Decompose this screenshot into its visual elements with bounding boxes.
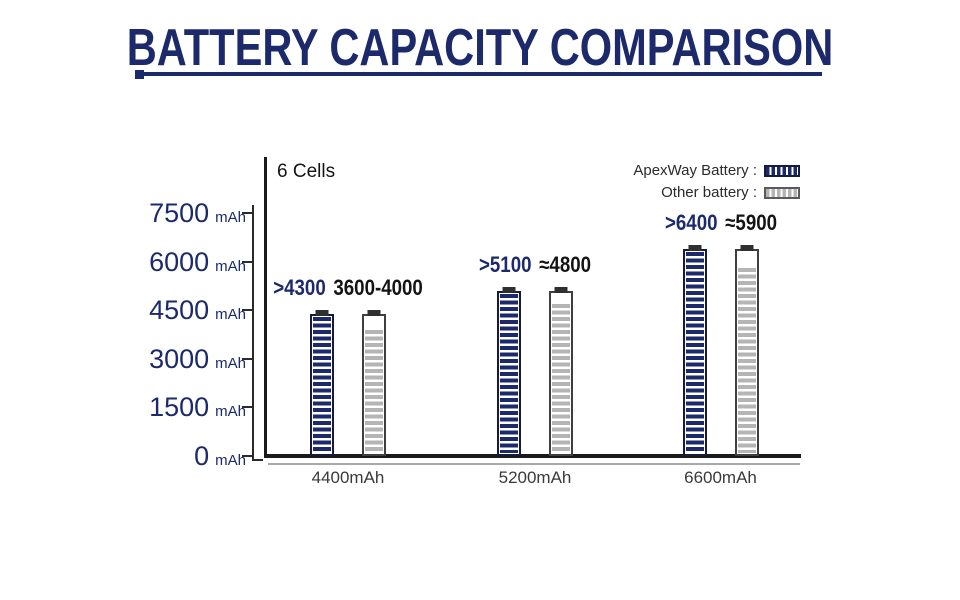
x-category-label: 4400mAh	[311, 468, 385, 487]
bar-annotation: >5100 ≈4800	[479, 252, 591, 278]
battery-bar-apexway	[497, 287, 521, 456]
battery-fill	[365, 329, 383, 453]
legend: ApexWay Battery : Other battery :	[633, 162, 800, 201]
battery-fill	[552, 303, 570, 453]
legend-row-other: Other battery :	[661, 184, 800, 201]
annotation-other-value: 3600-4000	[333, 274, 423, 300]
title-underline	[138, 72, 822, 76]
y-tick-value: 4500	[149, 295, 210, 325]
battery-fill	[737, 268, 756, 453]
y-tick	[242, 454, 253, 457]
x-category-label: 6600mAh	[684, 468, 757, 487]
y-tick-value: 0	[194, 440, 210, 471]
apexway-battery-swatch-icon	[764, 164, 800, 177]
y-tick	[242, 212, 253, 214]
y-tick-label: 6000 mAh	[149, 247, 246, 277]
battery-cap	[740, 245, 753, 252]
battery-fill	[685, 252, 704, 453]
y-tick-label: 7500 mAh	[149, 198, 246, 228]
y-axis-ruler-foot	[252, 459, 263, 461]
battery-bar-apexway	[310, 309, 334, 456]
y-tick-unit: mAh	[215, 209, 246, 226]
x-category-label: 5200mAh	[498, 468, 572, 487]
y-tick	[242, 260, 253, 263]
y-tick-label: 4500 mAh	[149, 295, 246, 325]
annotation-apexway-value: >6400	[664, 210, 718, 236]
bar-group: >4300 3600-4000	[273, 0, 423, 456]
x-axis-line	[264, 454, 801, 458]
legend-row-apexway: ApexWay Battery :	[633, 162, 800, 179]
y-tick-label: 1500 mAh	[149, 392, 246, 422]
x-axis-subline	[268, 463, 800, 465]
y-tick-value: 6000	[149, 246, 210, 277]
title-underline-dot	[135, 70, 144, 79]
y-tick	[242, 357, 253, 360]
other-battery-swatch-icon	[764, 186, 800, 199]
y-tick-label: 0 mAh	[194, 441, 246, 471]
page-title: BATTERY CAPACITY COMPARISON	[126, 19, 834, 77]
bar-group: >6400 ≈5900	[664, 0, 777, 456]
battery-bar-other	[549, 287, 573, 456]
y-tick-value: 3000	[149, 343, 210, 374]
y-tick-unit: mAh	[215, 451, 246, 469]
y-tick-value: 7500	[149, 198, 210, 228]
battery-cap	[367, 309, 381, 316]
cells-note: 6 Cells	[277, 161, 336, 182]
y-tick-unit: mAh	[215, 257, 246, 275]
y-tick-value: 1500	[149, 392, 210, 422]
annotation-other-value: ≈5900	[724, 210, 777, 236]
bar-annotation: >6400 ≈5900	[664, 210, 776, 236]
battery-cap	[554, 287, 568, 294]
y-axis-line	[264, 157, 267, 457]
bar-group: >5100 ≈4800	[479, 0, 591, 456]
bar-annotation: >4300 3600-4000	[273, 275, 423, 301]
battery-bar-other	[362, 309, 386, 456]
y-tick-unit: mAh	[215, 306, 246, 323]
battery-cap	[315, 309, 329, 316]
y-tick	[242, 406, 253, 408]
legend-label-other: Other battery :	[661, 184, 757, 201]
annotation-apexway-value: >5100	[478, 252, 532, 278]
y-tick-unit: mAh	[215, 403, 246, 420]
battery-bar-other	[734, 245, 759, 456]
battery-cap	[502, 287, 516, 294]
y-axis-ruler	[252, 205, 254, 461]
battery-cap	[688, 245, 701, 252]
y-tick-label: 3000 mAh	[149, 344, 246, 374]
y-tick-unit: mAh	[215, 354, 246, 372]
annotation-other-value: ≈4800	[539, 252, 592, 278]
annotation-apexway-value: >4300	[273, 274, 326, 300]
battery-fill	[313, 316, 331, 453]
battery-bar-apexway	[682, 245, 707, 456]
legend-label-apexway: ApexWay Battery :	[633, 162, 757, 179]
battery-fill	[500, 294, 518, 453]
y-tick	[242, 309, 253, 311]
